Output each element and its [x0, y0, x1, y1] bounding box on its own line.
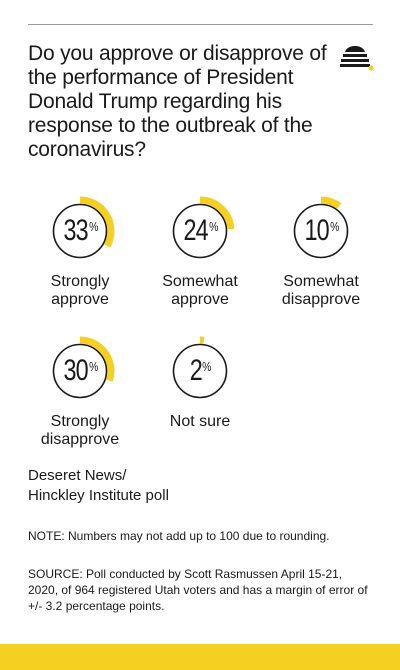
donut-track [52, 343, 108, 399]
category-label-line: Somewhat [162, 273, 238, 290]
accent-bar [0, 644, 400, 670]
percent-sign: % [201, 358, 211, 374]
percent-number: 10 [304, 214, 329, 247]
category-label-line: Strongly [50, 413, 110, 430]
top-divider [28, 24, 373, 25]
category-label: Somewhat disapprove [261, 273, 381, 309]
percent-number: 30 [63, 354, 88, 387]
percent-number: 33 [63, 214, 88, 247]
donut-track [52, 203, 108, 259]
donut-arc [79, 196, 115, 248]
category-label-line: approve [171, 291, 229, 308]
percent-value: 30% [45, 336, 115, 406]
category-label-line: approve [51, 291, 109, 308]
percent-value: 2% [165, 336, 235, 406]
category-label-line: Not sure [169, 413, 231, 430]
percent-value: 10% [286, 196, 356, 266]
category-label: Strongly disapprove [20, 413, 140, 449]
category-label-line: Strongly [50, 273, 110, 290]
percent-value: 33% [45, 196, 115, 266]
donut-chart [293, 196, 349, 259]
rounding-note: NOTE: Numbers may not add up to 100 due … [28, 529, 330, 543]
category-label: Somewhat approve [140, 273, 260, 309]
percent-sign: % [89, 218, 99, 234]
source-name-line-2: Hinckley Institute poll [28, 487, 169, 504]
category-label: Not sure [140, 413, 260, 431]
donut-track [172, 343, 228, 399]
donut-track [293, 203, 349, 259]
category-label: Strongly approve [20, 273, 140, 309]
question-title: Do you approve or disapprove of the perf… [28, 42, 327, 161]
donut-chart [172, 196, 235, 259]
source-name: Deseret News/ Hinckley Institute poll [28, 466, 169, 506]
donut-chart [172, 336, 228, 399]
percent-sign: % [89, 358, 99, 374]
beehive-icon [340, 46, 374, 71]
percent-sign: % [330, 218, 340, 234]
percent-number: 24 [183, 214, 208, 247]
source-name-line-1: Deseret News/ [28, 467, 127, 484]
category-label-line: Somewhat [283, 273, 359, 290]
donut-arc [199, 196, 235, 230]
percent-sign: % [209, 218, 219, 234]
donut-chart [52, 196, 115, 259]
donut-track [172, 203, 228, 259]
source-note: SOURCE: Poll conducted by Scott Rasmusse… [28, 567, 368, 613]
percent-number: 2 [189, 354, 203, 387]
donut-arc [79, 336, 115, 382]
donut-chart [52, 336, 115, 399]
percent-value: 24% [165, 196, 235, 266]
donut-charts: 33% Strongly approve 24% Somewhat approve 10% S… [20, 196, 381, 449]
category-label-line: disapprove [40, 431, 120, 448]
donut-arc [320, 196, 342, 209]
category-label-line: disapprove [281, 291, 361, 308]
